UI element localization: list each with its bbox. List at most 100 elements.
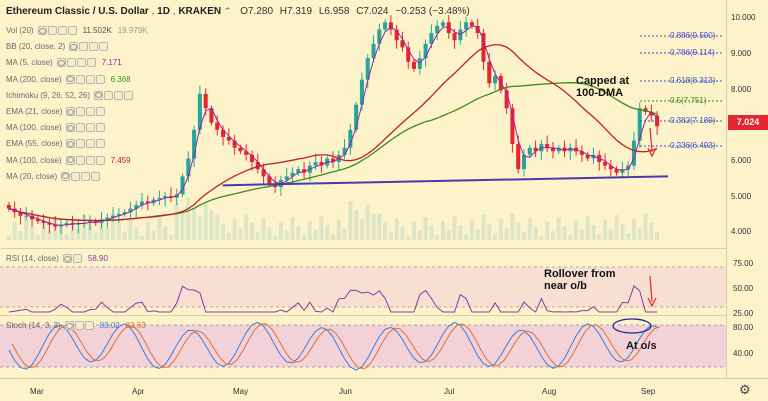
close-small-icon[interactable]: [114, 90, 124, 100]
eye-icon[interactable]: [37, 26, 47, 35]
indicator-row[interactable]: MA (200, close) 6.368: [6, 74, 131, 85]
eye-icon[interactable]: [65, 74, 75, 84]
settings-small-icon[interactable]: [75, 155, 85, 165]
indicator-row[interactable]: Vol (20) 11.502K 19.979K: [6, 25, 148, 36]
close-small-icon[interactable]: [85, 123, 95, 133]
candle-body: [215, 122, 220, 130]
indicator-buttons: [56, 58, 96, 68]
more-small-icon[interactable]: [95, 155, 105, 165]
settings-small-icon[interactable]: [75, 74, 85, 84]
settings-small-icon[interactable]: [74, 321, 84, 330]
volume-bar: [215, 215, 220, 240]
volume-bar: [238, 228, 243, 240]
candle-body: [423, 43, 428, 59]
candle-body: [608, 165, 613, 170]
close-small-icon[interactable]: [86, 107, 96, 116]
more-small-icon[interactable]: [95, 74, 105, 84]
gear-icon[interactable]: ⚙: [739, 382, 751, 397]
price-tick: 6.000: [731, 156, 752, 165]
candle-body: [574, 147, 579, 152]
volume-bar: [440, 221, 445, 240]
rsi-tick: 50.00: [733, 284, 754, 293]
last-price-value: 7.024: [736, 117, 760, 127]
eye-icon[interactable]: [65, 155, 75, 165]
settings-small-icon[interactable]: [104, 90, 114, 100]
settings-small-icon[interactable]: [76, 139, 86, 149]
volume-bar: [139, 236, 145, 240]
indicator-row[interactable]: MA (100, close) 7.459: [6, 155, 131, 166]
more-small-icon[interactable]: [99, 42, 109, 52]
stoch-k-value: 83.02: [99, 321, 120, 330]
eye-icon[interactable]: [64, 321, 74, 330]
volume-bar: [313, 230, 318, 240]
eye-icon[interactable]: [65, 123, 75, 133]
candle-body: [626, 165, 631, 170]
volume-bar: [203, 202, 208, 240]
close-small-icon[interactable]: [81, 171, 91, 181]
close-small-icon[interactable]: [84, 321, 94, 330]
close-small-icon[interactable]: [85, 74, 95, 84]
candle-body: [24, 215, 29, 217]
settings-small-icon[interactable]: [47, 26, 57, 35]
candle-body: [359, 79, 364, 105]
rsi-line: [8, 285, 658, 313]
candle-body: [128, 208, 133, 213]
more-small-icon[interactable]: [91, 171, 101, 181]
settings-small-icon[interactable]: [66, 58, 76, 68]
time-tick: Sep: [641, 387, 656, 396]
settings-small-icon[interactable]: [72, 254, 82, 263]
close-small-icon[interactable]: [85, 155, 95, 165]
settings-small-icon[interactable]: [75, 123, 85, 133]
settings-small-icon[interactable]: [71, 171, 81, 181]
settings-small-icon[interactable]: [79, 42, 89, 52]
eye-icon[interactable]: [61, 171, 71, 181]
candle-body: [435, 25, 440, 34]
indicator-row[interactable]: EMA (55, close): [6, 138, 111, 149]
volume-bar: [504, 228, 509, 240]
time-tick: Mar: [30, 387, 44, 396]
eye-icon[interactable]: [56, 58, 66, 68]
close-small-icon[interactable]: [86, 139, 96, 149]
more-small-icon[interactable]: [96, 107, 106, 116]
indicator-row[interactable]: MA (5, close) 7.171: [6, 57, 122, 68]
eye-icon[interactable]: [62, 254, 72, 263]
more-small-icon[interactable]: [86, 58, 96, 68]
eye-icon[interactable]: [94, 90, 104, 100]
volume-bar: [446, 230, 451, 240]
candle-body: [637, 108, 642, 141]
symbol-title[interactable]: Ethereum Classic / U.S. Dollar: [6, 6, 149, 17]
eye-icon[interactable]: [66, 139, 76, 149]
indicator-row[interactable]: EMA (21, close): [6, 106, 111, 117]
indicator-row[interactable]: Ichimoku (9, 26, 52, 26): [6, 90, 139, 101]
volume-bar: [481, 215, 486, 240]
more-small-icon[interactable]: [124, 90, 134, 100]
indicator-row[interactable]: BB (20, close, 2): [6, 41, 114, 52]
indicator-label: MA (5, close): [6, 58, 53, 68]
more-small-icon[interactable]: [96, 139, 106, 149]
volume-bar: [122, 232, 127, 240]
candle-body: [296, 169, 301, 173]
candle-body: [591, 154, 596, 159]
interval-label[interactable]: 1D: [157, 6, 170, 17]
volume-bar: [574, 221, 579, 240]
settings-small-icon[interactable]: [76, 107, 86, 116]
volume-bar: [417, 231, 422, 240]
indicator-label: Vol (20): [6, 26, 34, 35]
more-small-icon[interactable]: [95, 123, 105, 133]
eye-icon[interactable]: [66, 107, 76, 116]
close-small-icon[interactable]: [89, 42, 99, 52]
chevron-up-icon[interactable]: ⌃: [223, 6, 232, 16]
candle-body: [377, 29, 382, 44]
eye-icon[interactable]: [69, 42, 79, 52]
candle-body: [255, 162, 260, 170]
close-small-icon[interactable]: [57, 26, 67, 35]
volume-bar: [377, 214, 382, 240]
close-small-icon[interactable]: [76, 58, 86, 68]
more-small-icon[interactable]: [67, 26, 77, 35]
indicator-row[interactable]: MA (100, close): [6, 122, 111, 133]
indicator-row[interactable]: MA (20, close): [6, 171, 106, 182]
volume-bar: [307, 221, 312, 240]
candle-body: [116, 213, 121, 216]
fib-label: 0.382(7.189): [670, 116, 716, 125]
